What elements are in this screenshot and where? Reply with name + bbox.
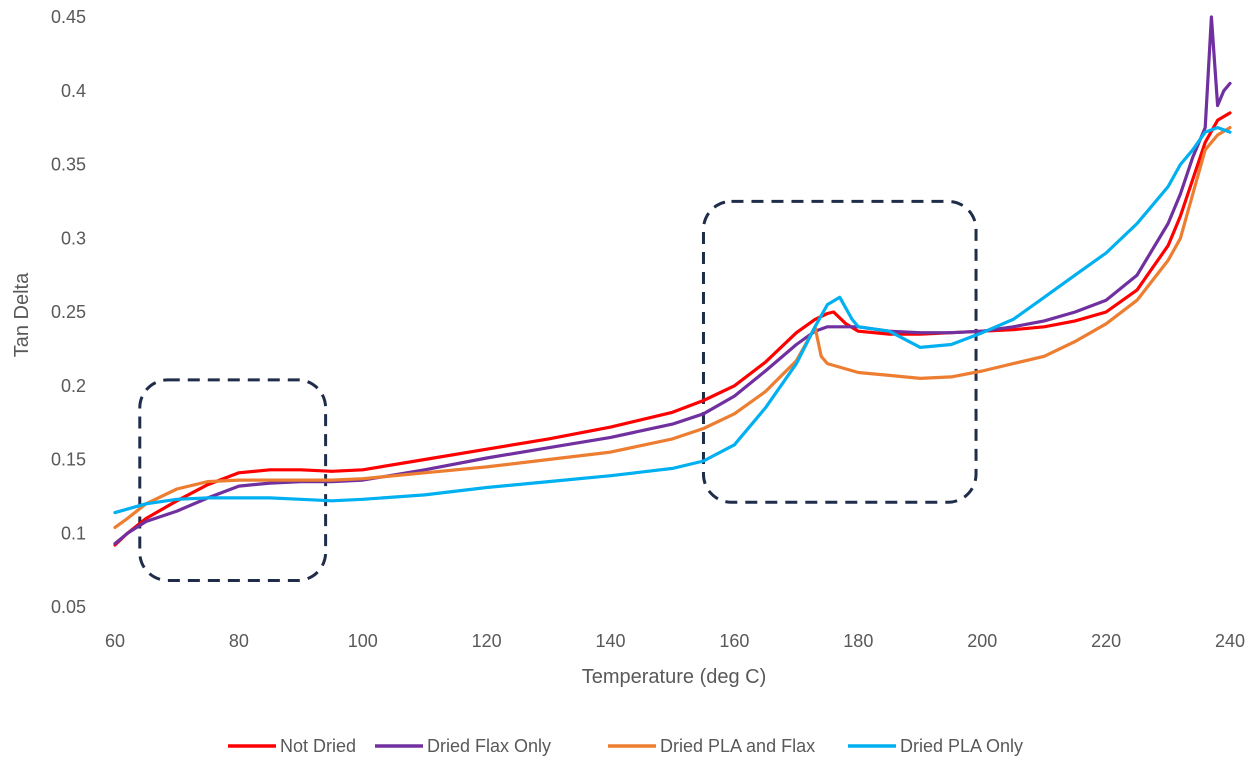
y-tick-label: 0.05 bbox=[51, 597, 86, 617]
y-tick-label: 0.25 bbox=[51, 302, 86, 322]
y-axis-ticks: 0.05 0.1 0.15 0.2 0.25 0.3 0.35 0.4 0.45 bbox=[51, 7, 86, 617]
x-tick-label: 60 bbox=[105, 631, 125, 651]
y-tick-label: 0.45 bbox=[51, 7, 86, 27]
x-tick-label: 100 bbox=[348, 631, 378, 651]
y-axis-label: Tan Delta bbox=[11, 272, 33, 357]
x-tick-label: 140 bbox=[596, 631, 626, 651]
series-line-dried-flax-only bbox=[113, 15, 1232, 546]
x-axis-label: Temperature (deg C) bbox=[582, 666, 767, 688]
series-line-not-dried bbox=[113, 111, 1232, 547]
legend-item-dried-pla-only: Dried PLA Only bbox=[848, 736, 1023, 756]
legend: Not Dried Dried Flax Only Dried PLA and Fl… bbox=[228, 736, 1023, 756]
annotation-box-2 bbox=[701, 199, 978, 504]
legend-label: Not Dried bbox=[280, 736, 356, 756]
y-tick-label: 0.4 bbox=[61, 81, 86, 101]
x-tick-label: 160 bbox=[719, 631, 749, 651]
x-tick-label: 240 bbox=[1215, 631, 1245, 651]
y-tick-label: 0.1 bbox=[61, 523, 86, 543]
x-tick-label: 220 bbox=[1091, 631, 1121, 651]
y-tick-label: 0.35 bbox=[51, 155, 86, 175]
legend-item-not-dried: Not Dried bbox=[228, 736, 356, 756]
series-layer bbox=[113, 15, 1232, 547]
y-tick-label: 0.2 bbox=[61, 376, 86, 396]
x-tick-label: 80 bbox=[229, 631, 249, 651]
annotation-layer bbox=[138, 199, 978, 582]
series-line-dried-pla-only bbox=[113, 125, 1232, 515]
y-tick-label: 0.15 bbox=[51, 450, 86, 470]
x-tick-label: 200 bbox=[967, 631, 997, 651]
x-tick-label: 180 bbox=[843, 631, 873, 651]
legend-item-dried-pla-and-flax: Dried PLA and Flax bbox=[608, 736, 815, 756]
legend-label: Dried Flax Only bbox=[427, 736, 551, 756]
legend-label: Dried PLA and Flax bbox=[660, 736, 815, 756]
legend-label: Dried PLA Only bbox=[900, 736, 1023, 756]
y-tick-label: 0.3 bbox=[61, 228, 86, 248]
x-axis-ticks: 60 80 100 120 140 160 180 200 220 240 bbox=[105, 631, 1245, 651]
x-tick-label: 120 bbox=[472, 631, 502, 651]
legend-item-dried-flax-only: Dried Flax Only bbox=[375, 736, 551, 756]
